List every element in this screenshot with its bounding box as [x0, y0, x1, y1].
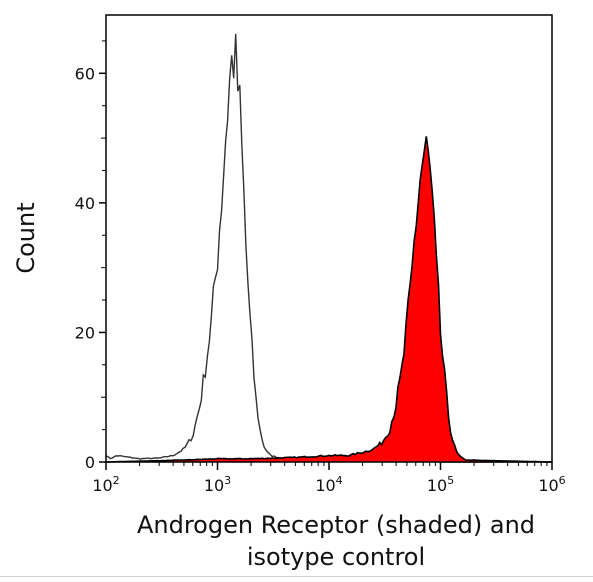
shaded-histogram-area — [106, 136, 552, 462]
y-axis-ticks: 0 20 40 60 — [75, 40, 106, 472]
x-tick-label: 105 — [427, 474, 454, 495]
x-tick-label: 104 — [315, 474, 342, 495]
y-tick-label: 40 — [75, 194, 95, 213]
x-axis-title-line-2: isotype control — [247, 543, 425, 571]
plot-area — [105, 33, 552, 463]
y-tick-label: 20 — [75, 323, 95, 342]
bottom-divider — [0, 576, 593, 577]
y-tick-label: 0 — [85, 453, 95, 472]
x-axis-title-line-1: Androgen Receptor (shaded) and — [137, 511, 535, 539]
x-tick-label: 103 — [204, 474, 231, 495]
y-axis-title: Count — [12, 202, 40, 273]
x-axis-ticks: 102 103 104 105 106 — [92, 462, 566, 495]
x-tick-label: 102 — [92, 474, 119, 495]
isotype-histogram-line — [105, 33, 552, 463]
y-tick-label: 60 — [75, 64, 95, 83]
shaded-histogram-outline — [105, 136, 552, 463]
x-tick-label: 106 — [538, 474, 565, 495]
plot-frame — [105, 14, 553, 463]
